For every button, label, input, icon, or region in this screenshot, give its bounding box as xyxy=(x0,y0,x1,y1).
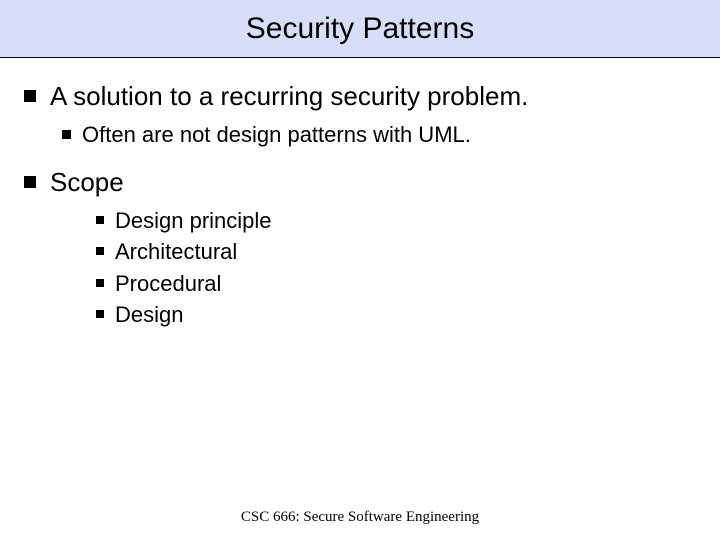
bullet-text: A solution to a recurring security probl… xyxy=(50,80,528,113)
bullet-level3: Design xyxy=(96,301,696,329)
square-bullet-icon xyxy=(24,90,36,102)
square-bullet-icon xyxy=(96,310,104,318)
bullet-text: Scope xyxy=(50,166,124,199)
bullet-text: Design xyxy=(115,301,183,329)
slide-footer: CSC 666: Secure Software Engineering xyxy=(0,509,720,526)
bullet-level1: A solution to a recurring security probl… xyxy=(24,80,696,113)
square-bullet-icon xyxy=(96,247,104,255)
bullet-level1: Scope xyxy=(24,166,696,199)
bullet-level2: Often are not design patterns with UML. xyxy=(62,121,696,149)
bullet-level3: Architectural xyxy=(96,238,696,266)
square-bullet-icon xyxy=(62,130,71,139)
square-bullet-icon xyxy=(96,279,104,287)
bullet-text: Often are not design patterns with UML. xyxy=(82,121,471,149)
square-bullet-icon xyxy=(96,216,104,224)
bullet-level3: Design principle xyxy=(96,207,696,235)
slide-body: A solution to a recurring security probl… xyxy=(0,58,720,329)
slide-title-bar: Security Patterns xyxy=(0,0,720,58)
bullet-text: Architectural xyxy=(115,238,237,266)
bullet-level3: Procedural xyxy=(96,270,696,298)
slide-title: Security Patterns xyxy=(246,12,474,46)
bullet-text: Procedural xyxy=(115,270,221,298)
square-bullet-icon xyxy=(24,176,36,188)
bullet-text: Design principle xyxy=(115,207,272,235)
